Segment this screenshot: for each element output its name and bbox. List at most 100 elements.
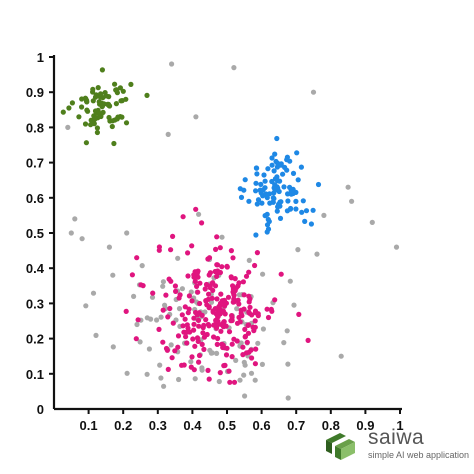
data-point [106,102,112,108]
data-point [272,297,278,303]
x-tick-label: 1 [396,418,403,433]
data-point [123,308,129,314]
data-point [264,222,271,228]
data-point [94,129,100,136]
data-point [273,158,279,165]
data-point [269,162,275,168]
data-point [253,346,259,352]
data-point [245,322,252,328]
data-point [185,250,191,256]
data-point [291,302,297,308]
origin-label: 0 [37,402,44,417]
data-point [172,348,178,354]
data-point [195,317,202,323]
data-point [206,255,213,261]
data-point [214,296,220,302]
data-point [265,314,272,321]
data-point [156,326,162,332]
data-point [243,350,250,356]
data-point [219,264,225,270]
data-point [217,269,223,276]
data-point [201,346,207,352]
data-point [242,333,249,339]
data-point [110,118,116,124]
data-point [293,206,299,212]
data-point [139,263,145,269]
data-point [244,339,250,345]
data-point [109,123,115,130]
data-point [79,96,85,102]
data-point [285,198,291,204]
data-point [264,306,270,312]
data-point [219,234,225,240]
data-point [236,280,242,286]
data-point [68,230,74,236]
data-point [218,328,224,334]
data-point [194,312,200,318]
data-point [249,355,255,361]
x-tick-label: 0.7 [287,418,305,433]
data-point [128,81,134,87]
data-point [150,290,156,296]
x-tick-label: 0.1 [80,418,98,433]
y-tick-label: 0.1 [26,367,44,382]
data-point [285,361,291,367]
data-point [199,367,205,373]
data-point [231,336,237,342]
data-point [146,346,152,352]
data-point [112,81,118,87]
data-point [214,350,220,356]
data-point [168,247,174,253]
data-point [285,395,291,401]
data-point [183,334,189,340]
data-point [60,109,66,115]
data-point [260,326,266,332]
data-point [186,293,192,299]
x-tick-label: 0.9 [356,418,374,433]
data-point [269,155,275,161]
y-tick-label: 1 [37,50,44,65]
data-point [228,274,234,280]
data-point [90,98,96,104]
data-point [240,279,246,285]
data-point [321,212,327,218]
data-point [169,61,175,67]
data-point [262,213,268,219]
data-point [95,85,101,91]
data-point [278,271,284,277]
data-point [241,306,247,312]
data-point [193,206,199,212]
data-point [231,65,237,71]
data-point [115,114,121,120]
y-tick-label: 0.7 [26,156,44,171]
data-point [275,204,281,210]
data-point [92,115,98,122]
data-point [216,378,222,385]
data-point [259,361,265,367]
y-tick-label: 0.5 [26,226,44,241]
data-point [137,339,143,345]
data-point [221,297,227,303]
data-point [338,353,344,359]
data-point [201,322,207,328]
saiwa-logo: saiwa simple AI web application [322,424,469,466]
data-point [199,312,205,318]
data-point [206,323,212,329]
data-point [91,121,97,127]
data-point [190,336,196,342]
data-point [192,376,198,382]
data-point [219,321,225,328]
data-point [157,362,163,368]
data-point [206,291,212,297]
data-point [134,255,140,261]
data-point [234,306,240,312]
data-point [191,274,197,280]
logo-name: saiwa [368,426,425,449]
data-point [161,383,167,389]
data-point [277,215,284,221]
data-point [284,328,290,334]
data-point [79,236,85,242]
data-point [164,347,170,353]
